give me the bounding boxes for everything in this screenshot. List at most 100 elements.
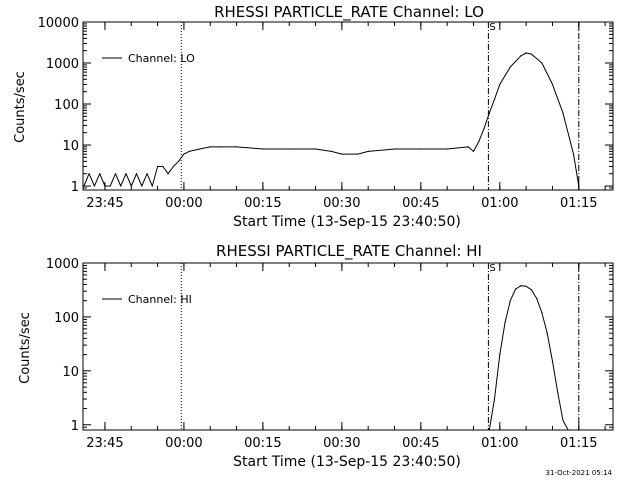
lo-data-point <box>530 53 533 55</box>
lo-data-point <box>541 62 543 64</box>
hi-x-tick-label-0000: 00:00 <box>165 436 202 451</box>
lo-data-point <box>341 153 343 155</box>
lo-data-point <box>114 173 117 175</box>
lo-data-point <box>141 185 143 187</box>
hi-chart-title: RHESSI PARTICLE_RATE Channel: HI <box>216 242 482 261</box>
lo-data-point <box>157 165 159 168</box>
lo-y-tick-label-100: 100 <box>54 98 79 113</box>
lo-data-point <box>509 66 511 68</box>
lo-y-tick-label-10: 10 <box>62 139 79 154</box>
lo-data-point <box>178 160 180 162</box>
lo-data-point <box>488 112 490 114</box>
lo-data-point <box>188 150 190 152</box>
hi-y-tick-label-1: 1 <box>71 419 79 434</box>
lo-data-point <box>499 83 501 85</box>
lo-data-point <box>330 150 332 152</box>
lo-data-point <box>162 165 164 168</box>
lo-data-point <box>93 185 95 187</box>
hi-data-point <box>499 354 501 356</box>
lo-x-tick-label-2345: 23:45 <box>86 196 123 211</box>
hi-data-point <box>541 312 543 314</box>
lo-data-point <box>357 153 359 155</box>
lo-data-point <box>125 173 127 175</box>
lo-data-point <box>478 141 480 143</box>
hi-data-point <box>515 288 517 290</box>
lo-data-point <box>172 165 174 168</box>
lo-x-tick-label-0045: 00:45 <box>402 196 439 211</box>
hi-data-point <box>530 289 533 291</box>
lo-data-point <box>446 148 448 150</box>
lo-data-point <box>367 150 369 152</box>
hi-data-point <box>488 429 490 431</box>
lo-data-point <box>146 173 148 175</box>
hi-y-tick-label-1000: 1000 <box>46 257 79 272</box>
hi-data-point <box>504 321 506 323</box>
lo-data-point <box>525 52 527 54</box>
lo-data-point <box>420 148 422 150</box>
hi-channel-panel: RHESSI PARTICLE_RATE Channel: HI Start T… <box>18 242 614 470</box>
hi-plot-frame <box>82 262 614 431</box>
lo-data-point <box>288 148 290 150</box>
lo-data-point <box>167 173 169 175</box>
lo-data-point <box>520 55 522 57</box>
hi-data-point <box>520 285 522 287</box>
lo-legend-label: Channel: LO <box>128 52 195 65</box>
lo-x-tick-label-0115: 01:15 <box>560 196 597 211</box>
hi-y-tick-label-100: 100 <box>54 311 79 326</box>
lo-data-point <box>493 98 496 100</box>
lo-x-axis-label: Start Time (13-Sep-15 23:40:50) <box>233 214 461 230</box>
lo-data-point <box>209 146 211 148</box>
hi-data-point <box>551 360 554 362</box>
lo-marker-label-1: S <box>489 22 495 33</box>
hi-marker-label-1: S <box>489 263 495 274</box>
lo-x-tick-label-0000: 00:00 <box>165 196 202 211</box>
lo-data-point <box>562 112 564 114</box>
lo-data-point <box>83 185 85 187</box>
lo-data-point <box>151 185 153 187</box>
lo-y-tick-label-1000: 1000 <box>46 57 79 72</box>
hi-series-line <box>488 285 569 431</box>
lo-x-tick-label-0100: 01:00 <box>481 196 518 211</box>
lo-data-point <box>220 146 222 148</box>
lo-y-axis-label: Counts/sec <box>13 71 28 143</box>
lo-data-point <box>236 146 238 148</box>
lo-data-point <box>88 173 90 175</box>
lo-data-point <box>135 173 138 175</box>
lo-data-point <box>578 185 580 187</box>
lo-data-point <box>314 148 317 150</box>
hi-x-tick-label-0045: 00:45 <box>402 436 439 451</box>
lo-data-point <box>130 185 132 187</box>
hi-x-tick-label-0030: 00:30 <box>323 436 360 451</box>
lo-data-point <box>199 148 201 150</box>
lo-x-tick-label-0030: 00:30 <box>323 196 360 211</box>
lo-data-point <box>104 185 106 187</box>
lo-data-point <box>572 153 575 155</box>
lo-chart-title: RHESSI PARTICLE_RATE Channel: LO <box>214 3 484 22</box>
hi-x-tick-label-0100: 01:00 <box>481 436 518 451</box>
lo-x-tick-label-0015: 00:15 <box>244 196 281 211</box>
footer-timestamp: 31-Oct-2021 05:14 <box>546 469 613 477</box>
lo-data-point <box>393 148 396 150</box>
hi-x-tick-label-0115: 01:15 <box>560 436 597 451</box>
lo-data-point <box>183 153 185 155</box>
hi-data-point <box>525 285 527 287</box>
hi-x-axis-label: Start Time (13-Sep-15 23:40:50) <box>233 454 461 470</box>
lo-data-point <box>109 185 111 187</box>
lo-y-tick-label-10000: 10000 <box>38 16 79 31</box>
lo-data-point <box>120 185 122 187</box>
hi-legend-label: Channel: HI <box>128 293 192 306</box>
lo-data-point <box>262 148 264 150</box>
lo-data-point <box>551 83 554 85</box>
hi-data-point <box>536 297 538 300</box>
lo-data-point <box>483 128 485 130</box>
lo-channel-panel: RHESSI PARTICLE_RATE Channel: LO Start T… <box>13 3 614 230</box>
hi-data-point <box>562 419 564 422</box>
hi-x-tick-label-0015: 00:15 <box>244 436 281 451</box>
lo-data-point <box>467 146 469 148</box>
lo-y-tick-label-1: 1 <box>71 180 79 195</box>
hi-x-tick-label-2345: 23:45 <box>86 436 123 451</box>
hi-data-point <box>546 332 548 334</box>
hi-data-point <box>567 429 569 431</box>
hi-data-point <box>557 391 559 393</box>
